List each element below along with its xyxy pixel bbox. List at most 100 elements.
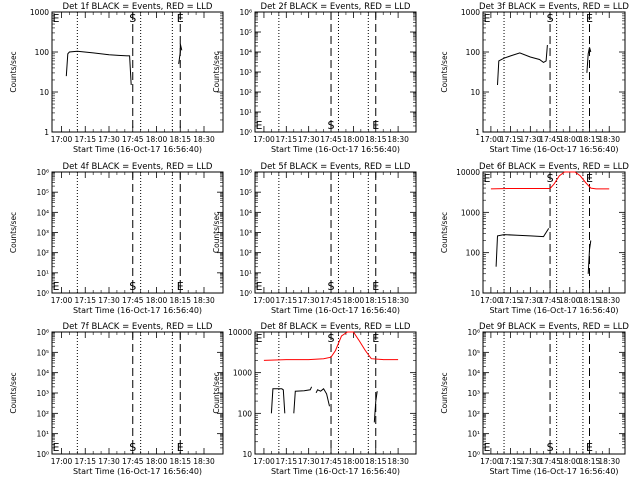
y-tick-label: 10²: [239, 249, 252, 258]
x-tick-label: 18:00: [559, 457, 581, 466]
y-axis-label: Counts/sec: [212, 51, 221, 92]
x-tick-label: 17:45: [122, 296, 144, 305]
x-tick-label: 17:15: [275, 457, 297, 466]
end-marker-label: E: [177, 280, 184, 293]
y-tick-label: 100: [35, 48, 50, 57]
x-tick-label: 18:15: [365, 457, 387, 466]
y-tick-label: 10⁵: [36, 348, 49, 357]
x-tick-label: 17:15: [74, 296, 96, 305]
y-tick-label: 10: [242, 450, 252, 459]
end-marker-label: E: [256, 119, 263, 132]
x-tick-label: 17:00: [51, 296, 73, 305]
x-tick-label: 18:30: [598, 296, 620, 305]
start-marker-label: S: [129, 280, 136, 293]
x-tick-label: 17:00: [253, 457, 275, 466]
x-tick-label: 17:15: [500, 296, 522, 305]
series-events-line: [497, 44, 548, 86]
y-tick-label: 10²: [36, 249, 49, 258]
x-axis-label: Start Time (16-Oct-17 16:56:40): [271, 306, 400, 315]
series-events-line: [315, 388, 330, 407]
y-tick-label: 10⁴: [36, 208, 49, 217]
y-tick-label: 10⁴: [467, 369, 480, 378]
x-tick-label: 17:00: [51, 135, 73, 144]
x-tick-label: 18:30: [598, 135, 620, 144]
end-marker-label: E: [586, 12, 593, 25]
x-axis-label: Start Time (16-Oct-17 16:56:40): [271, 145, 400, 154]
y-tick-label: 10²: [239, 88, 252, 97]
x-tick-label: 17:15: [500, 135, 522, 144]
plot-frame: [51, 11, 224, 133]
x-tick-label: 18:00: [559, 135, 581, 144]
y-tick-label: 10⁰: [36, 289, 49, 298]
end-marker-label: E: [372, 119, 379, 132]
x-tick-label: 17:15: [74, 135, 96, 144]
series-events-line: [587, 240, 592, 274]
series-lld-line: [263, 331, 399, 361]
y-tick-label: 10: [39, 88, 49, 97]
end-marker-label: E: [372, 280, 379, 293]
x-axis-label: Start Time (16-Oct-17 16:56:40): [489, 145, 618, 154]
panel-title: Det 3f BLACK = Events, RED = LLD: [479, 2, 629, 12]
x-tick-label: 17:30: [298, 457, 320, 466]
y-tick-label: 10¹: [467, 430, 480, 439]
panel-title: Det 2f BLACK = Events, RED = LLD: [261, 2, 411, 12]
end-marker-label: E: [53, 12, 60, 25]
series-events-line: [495, 228, 550, 267]
panel-title: Det 8f BLACK = Events, RED = LLD: [261, 322, 411, 332]
x-tick-label: 18:15: [169, 457, 191, 466]
y-tick-label: 10¹: [36, 269, 49, 278]
y-tick-label: 10⁰: [467, 450, 480, 459]
x-tick-label: 18:15: [579, 296, 601, 305]
panel-title: Det 1f BLACK = Events, RED = LLD: [63, 2, 213, 12]
x-tick-label: 17:00: [253, 135, 275, 144]
x-tick-label: 17:30: [98, 457, 120, 466]
detector-panel-6: Det 6f BLACK = Events, RED = LLD 10 100 100…: [440, 162, 629, 315]
y-tick-label: 10³: [239, 68, 252, 77]
x-tick-label: 17:45: [320, 135, 342, 144]
x-tick-label: 17:45: [539, 135, 561, 144]
x-tick-label: 17:15: [275, 296, 297, 305]
x-axis-label: Start Time (16-Oct-17 16:56:40): [271, 467, 400, 476]
x-tick-label: 17:00: [480, 135, 502, 144]
panel-title: Det 4f BLACK = Events, RED = LLD: [63, 162, 213, 172]
y-tick-label: 1000: [233, 369, 252, 378]
x-tick-label: 18:00: [146, 296, 168, 305]
detector-panel-1: Det 1f BLACK = Events, RED = LLD 1 10 100 10…: [9, 2, 224, 154]
x-tick-label: 18:00: [343, 135, 365, 144]
end-marker-label: E: [372, 332, 379, 345]
start-marker-label: S: [328, 280, 335, 293]
y-tick-label: 10⁴: [36, 369, 49, 378]
x-tick-label: 17:30: [298, 296, 320, 305]
y-tick-label: 10⁴: [239, 48, 252, 57]
start-marker-label: S: [328, 332, 335, 345]
y-tick-label: 10⁵: [467, 348, 480, 357]
x-tick-label: 17:30: [520, 296, 542, 305]
x-tick-label: 17:15: [500, 457, 522, 466]
x-tick-label: 17:45: [320, 296, 342, 305]
y-tick-label: 10⁵: [36, 188, 49, 197]
series-events-line: [178, 43, 183, 65]
x-tick-label: 18:30: [193, 457, 215, 466]
x-tick-label: 18:30: [387, 296, 409, 305]
detector-panel-7: Det 7f BLACK = Events, RED = LLD 10⁰ 10¹ 10…: [9, 322, 224, 476]
x-tick-label: 17:45: [320, 457, 342, 466]
x-tick-label: 17:30: [520, 457, 542, 466]
y-axis-label: Counts/sec: [212, 372, 221, 413]
x-tick-label: 18:15: [579, 135, 601, 144]
y-tick-label: 10²: [467, 409, 480, 418]
x-tick-label: 17:00: [480, 296, 502, 305]
detector-panel-5: Det 5f BLACK = Events, RED = LLD 10⁰ 10¹ 10…: [212, 162, 417, 315]
panel-title: Det 7f BLACK = Events, RED = LLD: [63, 322, 213, 332]
x-tick-label: 18:15: [579, 457, 601, 466]
y-tick-label: 1000: [461, 8, 480, 17]
x-tick-label: 17:30: [520, 135, 542, 144]
y-tick-label: 10⁵: [239, 28, 252, 37]
plot-frame: [482, 171, 626, 294]
x-tick-label: 18:15: [169, 135, 191, 144]
y-tick-label: 100: [466, 249, 481, 258]
end-marker-label: E: [586, 172, 593, 185]
x-tick-label: 17:00: [253, 296, 275, 305]
x-tick-label: 18:30: [387, 135, 409, 144]
